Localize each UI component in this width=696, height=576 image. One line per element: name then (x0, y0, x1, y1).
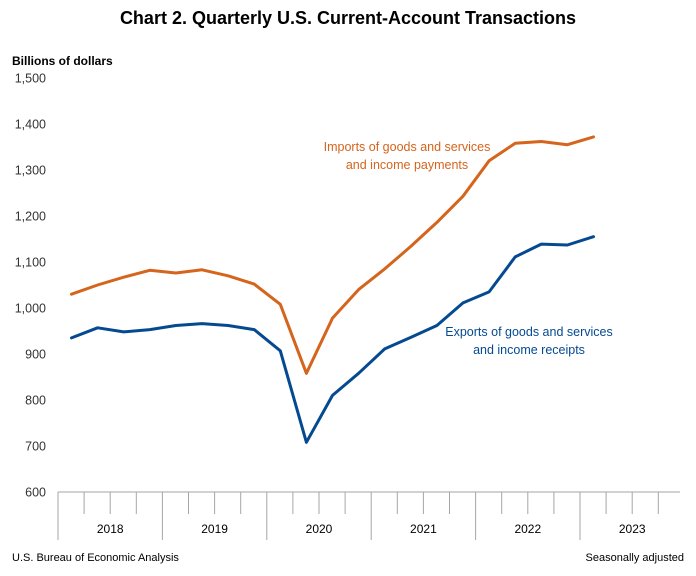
x-year-label: 2022 (514, 522, 541, 536)
y-axis-ticks: 600 700 800 900 1,000 1,100 1,200 1,300 1,400 1,5… (15, 72, 46, 500)
y-tick-label: 1,400 (15, 118, 46, 132)
exports-series-label: Exports of goods and services (445, 325, 612, 339)
imports-series-label: and income payments (346, 158, 468, 172)
x-year-label: 2018 (97, 522, 124, 536)
x-year-label: 2021 (410, 522, 437, 536)
y-tick-label: 800 (25, 394, 46, 408)
source-note: U.S. Bureau of Economic Analysis (12, 552, 179, 564)
y-tick-label: 1,000 (15, 302, 46, 316)
y-tick-label: 1,200 (15, 210, 46, 224)
x-year-label: 2023 (619, 522, 646, 536)
y-tick-label: 700 (25, 440, 46, 454)
y-tick-label: 900 (25, 348, 46, 362)
chart-title: Chart 2. Quarterly U.S. Current-Account … (119, 8, 577, 28)
y-tick-label: 600 (25, 486, 46, 500)
y-axis-label: Billions of dollars (12, 54, 113, 68)
chart-series (70, 135, 595, 444)
seasonal-note: Seasonally adjusted (585, 552, 684, 564)
imports-series-line (70, 135, 595, 375)
series-annotations: Imports of goods and services and income … (324, 140, 613, 357)
x-axis: 2018 2019 2020 2021 2022 2023 (57, 491, 680, 540)
x-year-label: 2020 (306, 522, 333, 536)
y-tick-label: 1,500 (15, 72, 46, 86)
imports-series-label: Imports of goods and services (324, 140, 491, 154)
x-year-label: 2019 (201, 522, 228, 536)
y-tick-label: 1,100 (15, 256, 46, 270)
y-tick-label: 1,300 (15, 164, 46, 178)
exports-series-label: and income receipts (473, 343, 585, 357)
exports-series-line (70, 235, 595, 444)
